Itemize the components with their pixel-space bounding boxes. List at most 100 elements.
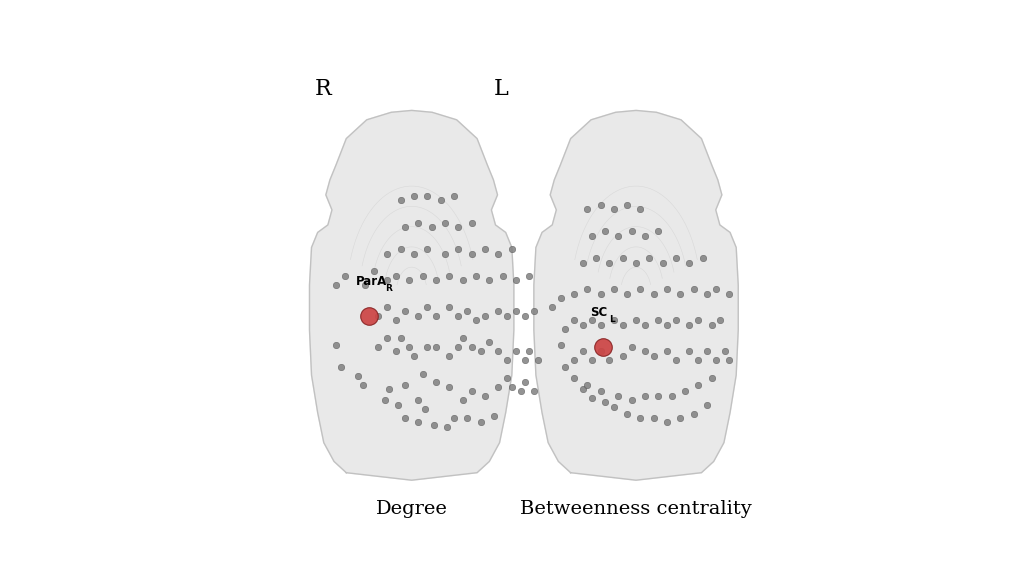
Point <box>552 294 569 303</box>
Point <box>490 347 506 356</box>
Point <box>336 271 353 280</box>
Point <box>396 413 413 422</box>
Point <box>566 289 582 298</box>
Point <box>636 391 652 400</box>
Point <box>468 316 484 325</box>
Point <box>517 378 533 387</box>
Point <box>592 289 608 298</box>
Point <box>614 320 631 329</box>
Point <box>498 355 515 365</box>
Point <box>592 347 608 356</box>
Point <box>600 258 616 267</box>
Point <box>490 383 506 392</box>
Point <box>698 289 714 298</box>
Point <box>376 396 392 405</box>
Point <box>459 307 475 316</box>
Point <box>445 413 462 422</box>
Point <box>628 258 644 267</box>
Point <box>328 280 344 289</box>
Point <box>379 276 395 285</box>
Point <box>370 311 386 320</box>
Point <box>594 342 610 351</box>
Point <box>355 380 371 389</box>
Point <box>441 271 458 280</box>
Point <box>472 347 488 356</box>
Point <box>574 347 590 356</box>
Point <box>485 411 501 421</box>
Point <box>392 196 409 205</box>
Point <box>525 307 541 316</box>
Text: L: L <box>493 78 508 100</box>
Point <box>449 311 466 320</box>
Point <box>449 222 466 231</box>
Point <box>623 227 639 236</box>
Point <box>658 418 675 427</box>
Point <box>503 383 520 392</box>
Point <box>379 334 395 343</box>
Point <box>690 380 706 389</box>
Point <box>525 387 541 396</box>
Point <box>396 222 413 231</box>
Point <box>396 307 413 316</box>
Point <box>428 311 444 320</box>
Point <box>583 231 599 241</box>
Point <box>681 258 697 267</box>
Point <box>698 400 714 409</box>
Point <box>685 409 701 418</box>
Point <box>667 355 684 365</box>
Point <box>566 316 582 325</box>
Point <box>649 391 665 400</box>
Point <box>619 200 635 209</box>
Point <box>605 205 622 214</box>
Text: L: L <box>609 315 614 324</box>
Point <box>592 387 608 396</box>
Point <box>438 422 454 432</box>
Point <box>387 271 404 280</box>
Text: SC: SC <box>589 306 606 320</box>
Point <box>410 396 426 405</box>
Point <box>476 245 492 254</box>
Point <box>419 342 435 351</box>
Point <box>428 276 444 285</box>
Point <box>517 311 533 320</box>
Point <box>645 351 661 361</box>
Point <box>636 320 652 329</box>
Point <box>636 231 652 241</box>
Point <box>720 355 737 365</box>
Point <box>410 418 426 427</box>
Point <box>468 271 484 280</box>
Point <box>583 316 599 325</box>
Point <box>645 289 661 298</box>
Point <box>609 231 626 241</box>
Point <box>649 227 665 236</box>
Point <box>476 391 492 400</box>
Point <box>716 347 733 356</box>
Point <box>698 347 714 356</box>
Point <box>530 355 546 365</box>
Point <box>667 316 684 325</box>
Point <box>583 355 599 365</box>
Point <box>681 347 697 356</box>
Point <box>645 413 661 422</box>
Point <box>507 307 524 316</box>
Point <box>658 284 675 294</box>
Point <box>596 227 612 236</box>
Point <box>579 380 595 389</box>
Point <box>605 402 622 411</box>
Point <box>463 387 479 396</box>
Point <box>579 205 595 214</box>
Point <box>406 249 422 258</box>
Point <box>685 284 701 294</box>
Point <box>366 267 382 276</box>
Point <box>694 253 710 263</box>
Point <box>632 413 648 422</box>
Point <box>600 355 616 365</box>
Point <box>454 276 471 285</box>
Point <box>681 320 697 329</box>
Text: Degree: Degree <box>375 500 447 518</box>
Point <box>498 373 515 383</box>
Point <box>583 394 599 403</box>
Point <box>690 355 706 365</box>
Point <box>672 289 688 298</box>
Point <box>417 404 433 414</box>
